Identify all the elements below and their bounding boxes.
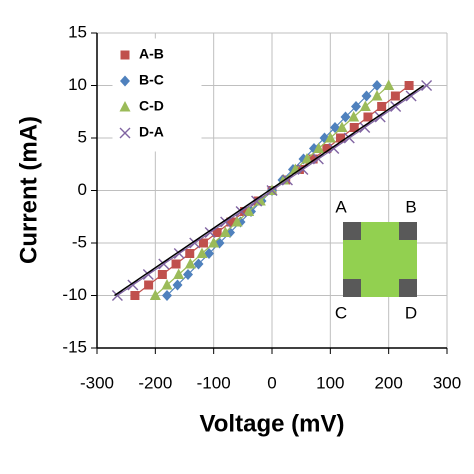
marker [313,142,325,153]
marker [359,100,371,111]
marker [127,279,139,291]
marker [390,101,402,112]
y-tick-label: -10 [62,285,87,304]
x-tick-label: -100 [197,373,231,392]
legend-marker [119,101,131,112]
marker [363,112,373,122]
marker [130,291,140,300]
marker [193,258,204,270]
marker [351,101,361,112]
marker [185,249,195,258]
marker [297,164,309,175]
marker [377,102,387,111]
marker [343,132,355,144]
marker [189,237,201,249]
marker [301,153,313,164]
legend-label: B-C [139,72,164,88]
legend-label: A-B [139,46,164,62]
marker [371,90,383,101]
marker [161,279,173,290]
inset-pad [343,222,361,240]
marker [183,269,193,280]
marker [404,81,414,90]
y-tick-label: 15 [68,22,87,41]
y-tick-label: 0 [78,180,87,199]
x-tick-label: 300 [433,373,461,392]
marker [226,217,236,227]
marker [219,226,231,237]
legend-marker [120,75,130,87]
marker [196,247,208,258]
marker [240,207,250,216]
x-tick-label: 200 [374,373,402,392]
y-tick-label: 10 [68,75,87,94]
marker [340,111,351,123]
marker [359,122,371,133]
legend-label: C-D [139,98,164,114]
marker [328,143,340,154]
legend-marker [119,127,131,139]
marker [243,205,255,216]
x-tick-label: 0 [267,373,276,392]
marker [349,123,359,132]
legend-label: D-A [139,124,164,140]
marker [208,237,220,248]
y-tick-label: 5 [78,127,87,146]
marker [374,111,386,123]
marker [405,90,417,102]
marker [372,80,382,91]
marker [322,144,332,153]
marker [231,216,243,227]
inset-pad [343,279,361,297]
marker [204,227,216,238]
marker [144,280,154,290]
marker [336,121,348,132]
marker [421,80,433,91]
marker [212,228,222,237]
inset-pad [399,279,417,297]
legend-marker [120,50,130,60]
y-axis-title: Current (mA) [15,116,42,264]
marker [348,111,360,122]
marker [390,91,400,101]
inset-pad [399,222,417,240]
marker [171,259,181,269]
marker [173,248,185,259]
marker [266,185,278,196]
inset-device: A B C D [335,197,417,322]
marker [172,279,183,291]
marker [173,268,185,279]
x-tick-label: -200 [138,373,172,392]
marker [111,290,123,301]
marker [281,174,293,186]
marker [235,206,247,217]
marker [158,258,170,270]
x-tick-label: -300 [80,373,114,392]
x-tick-label: 100 [316,373,344,392]
marker [312,153,324,165]
marker [336,133,346,143]
y-tick-label: -15 [62,337,87,356]
series-line [114,84,425,297]
marker [324,132,336,143]
marker [220,216,232,228]
marker [142,269,154,280]
inset-label: C [335,303,347,322]
inset-label: A [335,197,347,216]
marker [251,195,263,207]
marker [308,154,318,164]
marker [184,258,196,269]
x-axis-title: Voltage (mV) [200,410,345,437]
marker [162,290,172,301]
marker [383,79,395,90]
inset-label: B [405,197,416,216]
marker [149,289,161,300]
inset-label: D [405,303,417,322]
y-tick-label: -5 [72,232,87,251]
marker [198,238,208,248]
marker [157,270,167,279]
marker [361,90,372,102]
